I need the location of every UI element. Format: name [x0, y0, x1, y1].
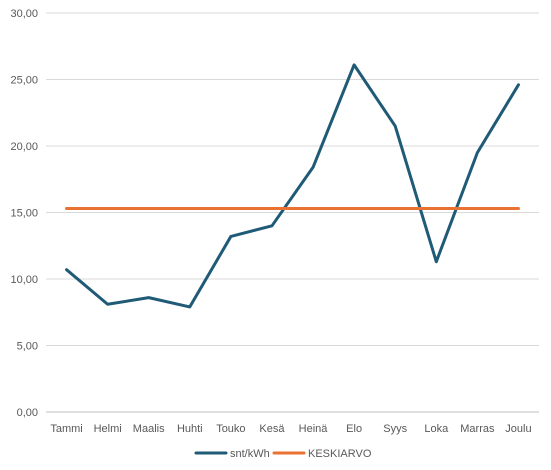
y-tick-label: 10,00 [10, 274, 38, 286]
x-tick-label: Loka [424, 423, 449, 435]
x-tick-label: Elo [346, 423, 362, 435]
legend: snt/kWh KESKIARVO [194, 448, 372, 460]
legend-item: snt/kWh [194, 448, 270, 460]
y-tick-label: 0,00 [17, 407, 38, 419]
legend-label: KESKIARVO [308, 448, 372, 460]
x-tick-label: Huhti [177, 423, 203, 435]
legend-label: snt/kWh [230, 448, 270, 460]
series-line-price [65, 63, 520, 309]
legend-item: KESKIARVO [272, 448, 372, 460]
x-tick-label: Kesä [259, 423, 285, 435]
y-tick-label: 5,00 [17, 341, 38, 353]
x-tick-label: Touko [216, 423, 245, 435]
x-tick-label: Maalis [133, 423, 165, 435]
x-tick-label: Heinä [299, 423, 329, 435]
gridlines [46, 12, 539, 413]
x-tick-label: Joulu [505, 423, 531, 435]
y-tick-label: 30,00 [10, 8, 38, 20]
x-axis-tick-labels: Tammi Helmi Maalis Huhti Touko Kesä Heinä Elo Sy… [50, 423, 531, 435]
x-tick-label: Syys [383, 423, 407, 435]
x-tick-label: Helmi [94, 423, 122, 435]
x-tick-label: Tammi [50, 423, 82, 435]
y-axis-tick-labels: 0,00 5,00 10,00 15,00 20,00 25,00 30,00 [10, 8, 38, 419]
y-tick-label: 25,00 [10, 75, 38, 87]
x-tick-label: Marras [460, 423, 495, 435]
y-tick-label: 20,00 [10, 141, 38, 153]
y-tick-label: 15,00 [10, 208, 38, 220]
series-lines [65, 63, 520, 309]
